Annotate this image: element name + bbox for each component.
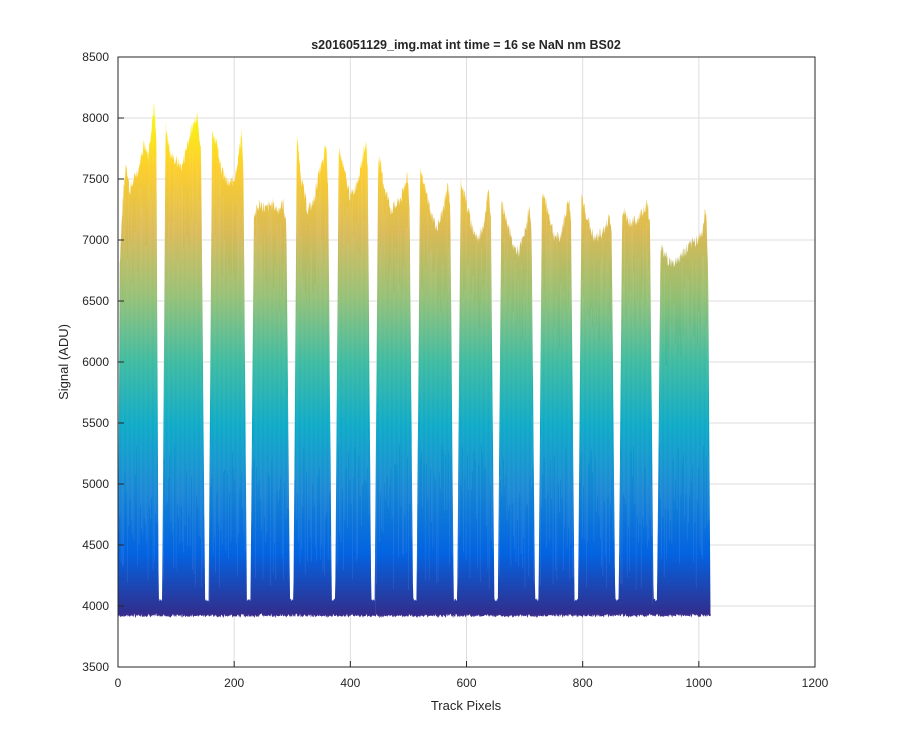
y-tick-label: 8500 <box>82 50 109 64</box>
x-tick-label: 1200 <box>802 676 829 690</box>
x-tick-label: 200 <box>224 676 244 690</box>
y-tick-label: 3500 <box>82 660 109 674</box>
y-tick-label: 4500 <box>82 538 109 552</box>
y-tick-label: 6500 <box>82 294 109 308</box>
y-tick-label: 4000 <box>82 599 109 613</box>
chart-title: s2016051129_img.mat int time = 16 se NaN… <box>311 38 621 52</box>
y-tick-label: 5000 <box>82 477 109 491</box>
baseline-edge <box>118 610 711 619</box>
y-axis-ticks: 3500 4000 4500 5000 5500 6000 6500 7000 7500 8000… <box>82 50 124 674</box>
x-axis-ticks: 0 200 400 600 800 1000 1200 <box>115 661 829 690</box>
signal-envelope <box>118 102 711 617</box>
y-axis-label: Signal (ADU) <box>56 324 71 400</box>
x-axis-label: Track Pixels <box>431 698 502 713</box>
y-tick-label: 6000 <box>82 355 109 369</box>
y-tick-label: 7000 <box>82 233 109 247</box>
y-tick-label: 5500 <box>82 416 109 430</box>
x-tick-label: 800 <box>573 676 593 690</box>
x-tick-label: 1000 <box>685 676 712 690</box>
y-tick-label: 8000 <box>82 111 109 125</box>
x-tick-label: 600 <box>456 676 476 690</box>
x-tick-label: 0 <box>115 676 122 690</box>
noise-texture <box>118 120 710 618</box>
y-tick-label: 7500 <box>82 172 109 186</box>
x-tick-label: 400 <box>340 676 360 690</box>
